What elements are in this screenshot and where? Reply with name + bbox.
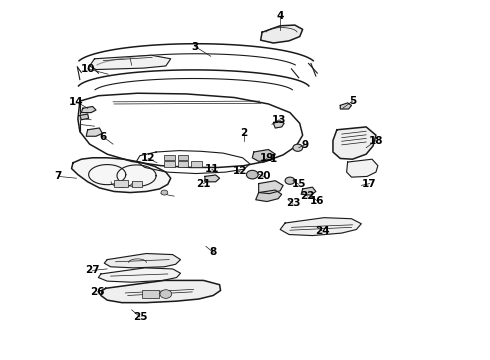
Text: 18: 18 <box>368 136 383 145</box>
Text: 6: 6 <box>99 132 107 142</box>
Bar <box>164 155 175 160</box>
Text: 12: 12 <box>141 153 155 163</box>
Polygon shape <box>81 107 96 113</box>
Text: 16: 16 <box>310 196 324 206</box>
Text: 3: 3 <box>192 42 199 51</box>
Polygon shape <box>340 103 351 109</box>
Circle shape <box>246 170 258 179</box>
Circle shape <box>285 177 295 184</box>
Bar <box>143 290 159 298</box>
Polygon shape <box>346 159 378 177</box>
Circle shape <box>293 144 303 151</box>
Text: 2: 2 <box>241 128 247 138</box>
Polygon shape <box>280 218 361 235</box>
Text: 27: 27 <box>85 265 100 275</box>
Text: 13: 13 <box>272 115 287 125</box>
Polygon shape <box>90 55 171 69</box>
Text: 10: 10 <box>80 64 95 74</box>
Circle shape <box>160 290 172 298</box>
Bar <box>177 161 188 167</box>
Text: 9: 9 <box>301 140 308 150</box>
Text: 8: 8 <box>210 247 217 257</box>
Text: 17: 17 <box>362 179 377 189</box>
Bar <box>132 181 143 187</box>
Circle shape <box>161 190 168 195</box>
Polygon shape <box>273 121 284 128</box>
Polygon shape <box>98 268 180 282</box>
Polygon shape <box>333 127 376 159</box>
Text: 5: 5 <box>349 96 356 106</box>
Bar <box>114 180 128 187</box>
Text: 4: 4 <box>276 11 284 21</box>
Text: 24: 24 <box>315 226 329 236</box>
Text: 7: 7 <box>55 171 62 181</box>
Polygon shape <box>259 181 283 194</box>
Text: 21: 21 <box>196 179 211 189</box>
Polygon shape <box>256 190 282 202</box>
Text: 12: 12 <box>233 166 247 176</box>
Polygon shape <box>205 175 220 182</box>
Polygon shape <box>252 149 275 161</box>
Polygon shape <box>101 280 220 303</box>
Text: 1: 1 <box>270 154 277 164</box>
Text: 23: 23 <box>286 198 300 208</box>
Text: 19: 19 <box>260 153 274 163</box>
Text: 25: 25 <box>133 312 147 322</box>
Bar <box>191 161 202 167</box>
Bar <box>164 161 175 167</box>
Polygon shape <box>301 187 316 195</box>
Text: 26: 26 <box>90 287 105 297</box>
Text: 14: 14 <box>69 97 84 107</box>
Text: 22: 22 <box>300 191 315 201</box>
Text: 20: 20 <box>256 171 271 181</box>
Polygon shape <box>86 128 102 136</box>
Polygon shape <box>80 114 89 120</box>
Polygon shape <box>104 253 180 268</box>
Text: 11: 11 <box>204 164 219 174</box>
Polygon shape <box>72 158 171 193</box>
Bar <box>177 155 188 160</box>
Polygon shape <box>261 25 303 43</box>
Text: 15: 15 <box>292 179 306 189</box>
